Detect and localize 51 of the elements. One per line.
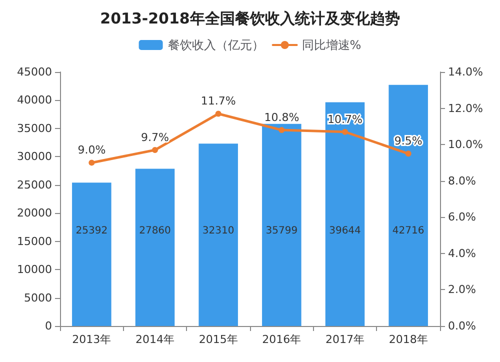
point — [215, 110, 222, 117]
data-label: 10.8% — [264, 111, 300, 124]
legend-label: 同比增速% — [302, 38, 362, 52]
y2-tick-label: 8.0% — [448, 174, 476, 188]
y2-tick-label: 6.0% — [448, 210, 476, 224]
bar — [135, 168, 175, 326]
chart-title: 2013-2018年全国餐饮收入统计及变化趋势 — [100, 10, 400, 28]
data-label: 9.7% — [141, 131, 169, 144]
bar — [72, 182, 112, 326]
y-tick-label: 20000 — [17, 206, 52, 220]
legend-label: 餐饮收入（亿元） — [168, 38, 264, 52]
x-tick-label: 2018年 — [388, 333, 428, 346]
point — [152, 147, 158, 154]
data-label: 25392 — [76, 226, 108, 236]
y2-tick-label: 0.0% — [448, 320, 476, 332]
data-label: 10.7% — [328, 112, 362, 126]
data-label: 9.5% — [394, 134, 422, 148]
data-label: 42716 — [392, 226, 424, 236]
x-tick-label: 2017年 — [326, 333, 364, 346]
y-tick-label: 45000 — [17, 66, 52, 78]
bar — [325, 102, 365, 326]
x-tick-label: 2016年 — [262, 333, 302, 346]
y2-tick-label: 12.0% — [448, 102, 483, 115]
data-label: 35799 — [266, 226, 298, 236]
bar — [198, 144, 238, 326]
x-tick-label: 2015年 — [198, 333, 238, 346]
y-tick-label: 40000 — [17, 94, 52, 107]
data-label: 39644 — [329, 226, 361, 236]
point — [88, 160, 95, 166]
x-tick-label: 2014年 — [136, 333, 174, 346]
point — [405, 150, 412, 157]
y2-tick-label: 4.0% — [448, 246, 476, 260]
data-label: 11.7% — [200, 94, 236, 108]
x-tick-label: 2013年 — [72, 333, 112, 346]
y2-tick-label: 14.0% — [448, 66, 483, 78]
y-tick-label: 35000 — [17, 122, 52, 135]
y-tick-label: 5000 — [24, 291, 52, 304]
data-label: 9.0% — [78, 144, 106, 157]
data-label: 32310 — [202, 226, 234, 236]
bar — [388, 84, 428, 326]
y2-tick-label: 10.0% — [448, 138, 483, 152]
data-label: 27860 — [139, 226, 171, 236]
point — [342, 128, 348, 135]
y-tick-label: 0 — [45, 320, 52, 332]
y-tick-label: 15000 — [17, 234, 52, 248]
bar — [262, 124, 302, 326]
y2-tick-label: 2.0% — [448, 283, 476, 296]
y-tick-label: 25000 — [17, 178, 52, 192]
y-tick-label: 10000 — [17, 263, 52, 276]
point — [278, 127, 285, 134]
y-tick-label: 30000 — [17, 150, 52, 164]
